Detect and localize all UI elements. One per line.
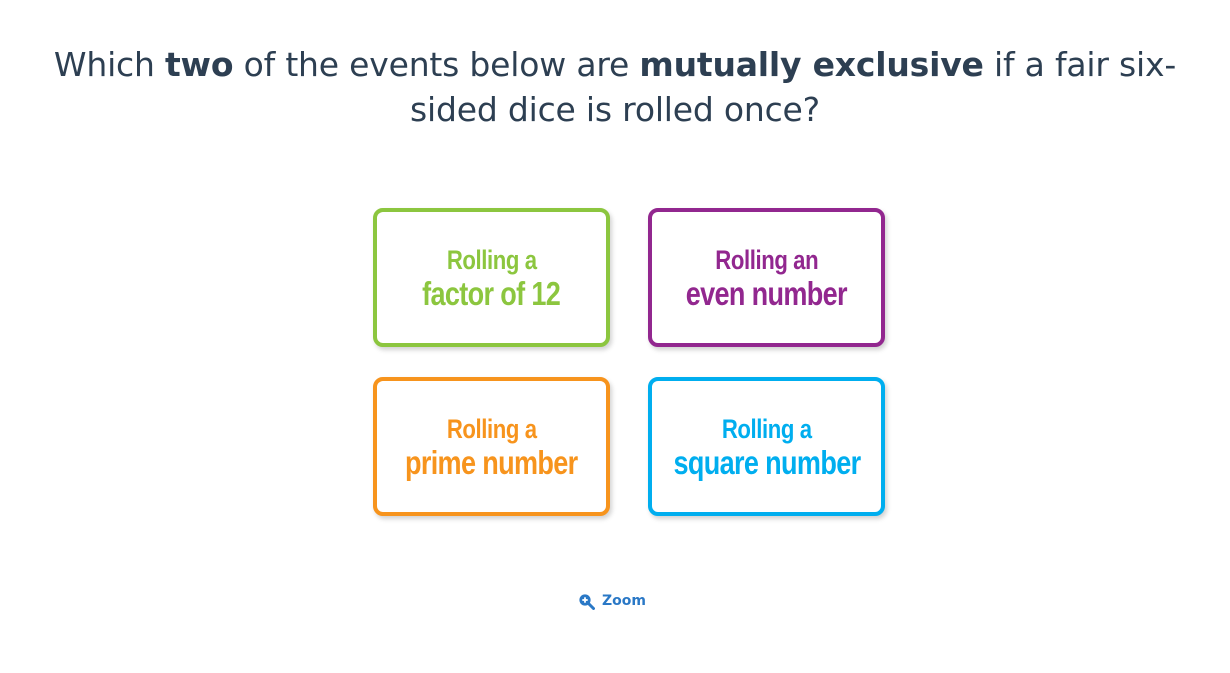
card-line-1: Rolling a xyxy=(446,413,537,444)
card-line-1: Rolling an xyxy=(715,244,818,275)
zoom-button[interactable]: Zoom xyxy=(578,590,646,612)
question-text: Which two of the events below are mutual… xyxy=(40,42,1190,132)
card-line-1: Rolling a xyxy=(721,413,812,444)
question-emphasis-mutually-exclusive: mutually exclusive xyxy=(639,45,984,84)
zoom-label: Zoom xyxy=(602,593,646,609)
answer-card-square-number[interactable]: Rolling a square number xyxy=(648,377,885,516)
card-line-2: square number xyxy=(673,443,861,481)
question-part-1: Which xyxy=(53,45,165,84)
card-line-2: even number xyxy=(685,274,848,312)
card-line-2: prime number xyxy=(405,443,578,481)
answer-cards: Rolling a factor of 12 Rolling an even n… xyxy=(373,208,893,526)
answer-card-prime-number[interactable]: Rolling a prime number xyxy=(373,377,610,516)
question-emphasis-two: two xyxy=(164,45,234,84)
zoom-in-icon xyxy=(578,593,595,610)
answer-card-factor-of-12[interactable]: Rolling a factor of 12 xyxy=(373,208,610,347)
card-line-2: factor of 12 xyxy=(422,274,562,312)
question-part-2: of the events below are xyxy=(233,45,640,84)
card-line-1: Rolling a xyxy=(446,244,537,275)
answer-card-even-number[interactable]: Rolling an even number xyxy=(648,208,885,347)
question-part-3: if a fair six-sided dice is rolled once? xyxy=(410,45,1177,129)
